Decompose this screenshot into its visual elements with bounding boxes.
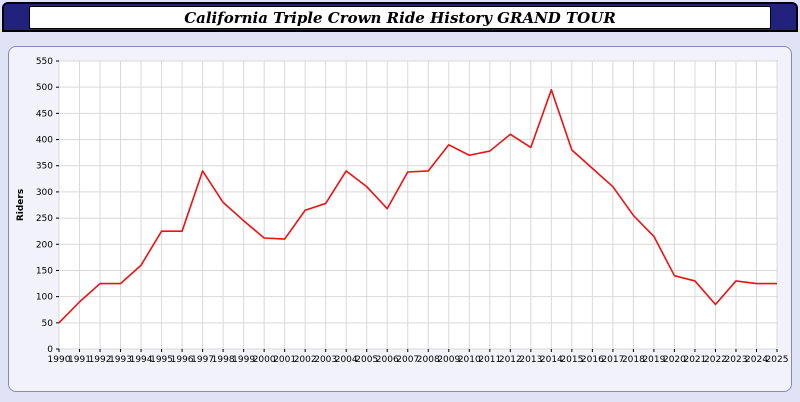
svg-text:2000: 2000 xyxy=(253,355,276,365)
svg-text:300: 300 xyxy=(36,188,53,198)
svg-text:1994: 1994 xyxy=(130,355,153,365)
svg-text:1991: 1991 xyxy=(68,355,91,365)
svg-text:1998: 1998 xyxy=(212,355,235,365)
svg-text:1997: 1997 xyxy=(191,355,214,365)
svg-text:2020: 2020 xyxy=(663,355,686,365)
svg-text:100: 100 xyxy=(36,293,53,303)
chart-panel: 0 50 100 150 200 250 300 350 400 450 500 550 1990 199… xyxy=(8,46,792,392)
svg-text:550: 550 xyxy=(36,57,53,67)
svg-text:1993: 1993 xyxy=(109,355,132,365)
svg-text:1995: 1995 xyxy=(150,355,173,365)
svg-text:500: 500 xyxy=(36,83,53,93)
svg-text:2015: 2015 xyxy=(560,355,583,365)
svg-text:2003: 2003 xyxy=(314,355,337,365)
svg-text:2018: 2018 xyxy=(622,355,645,365)
svg-text:350: 350 xyxy=(36,162,53,172)
svg-text:2009: 2009 xyxy=(437,355,460,365)
svg-text:2024: 2024 xyxy=(745,355,768,365)
svg-text:450: 450 xyxy=(36,109,53,119)
svg-text:2016: 2016 xyxy=(581,355,604,365)
title-box: California Triple Crown Ride History GRA… xyxy=(29,5,771,29)
svg-text:2013: 2013 xyxy=(519,355,542,365)
svg-text:2012: 2012 xyxy=(499,355,522,365)
svg-text:2011: 2011 xyxy=(478,355,501,365)
svg-text:2022: 2022 xyxy=(704,355,727,365)
svg-text:2021: 2021 xyxy=(683,355,706,365)
svg-text:2017: 2017 xyxy=(601,355,624,365)
svg-text:0: 0 xyxy=(47,345,53,355)
riders-line-chart: 0501001502002503003504004505005501990199… xyxy=(16,57,789,365)
svg-text:2002: 2002 xyxy=(294,355,317,365)
svg-text:2001: 2001 xyxy=(273,355,296,365)
svg-text:2023: 2023 xyxy=(725,355,748,365)
svg-text:400: 400 xyxy=(36,136,53,146)
svg-text:1996: 1996 xyxy=(171,355,194,365)
svg-text:1992: 1992 xyxy=(89,355,112,365)
svg-text:50: 50 xyxy=(42,319,54,329)
svg-text:2025: 2025 xyxy=(766,355,789,365)
svg-text:2005: 2005 xyxy=(355,355,378,365)
svg-text:1999: 1999 xyxy=(232,355,255,365)
svg-text:250: 250 xyxy=(36,214,53,224)
svg-text:2004: 2004 xyxy=(335,355,358,365)
svg-text:2008: 2008 xyxy=(417,355,440,365)
svg-text:2019: 2019 xyxy=(642,355,665,365)
page-title: California Triple Crown Ride History GRA… xyxy=(184,8,616,27)
svg-text:150: 150 xyxy=(36,266,53,276)
svg-text:2010: 2010 xyxy=(458,355,481,365)
svg-text:Riders: Riders xyxy=(16,189,26,221)
svg-text:200: 200 xyxy=(36,240,53,250)
svg-text:2006: 2006 xyxy=(376,355,399,365)
svg-text:2014: 2014 xyxy=(540,355,563,365)
svg-text:1990: 1990 xyxy=(48,355,71,365)
svg-text:2007: 2007 xyxy=(396,355,419,365)
title-bar: California Triple Crown Ride History GRA… xyxy=(2,2,798,32)
